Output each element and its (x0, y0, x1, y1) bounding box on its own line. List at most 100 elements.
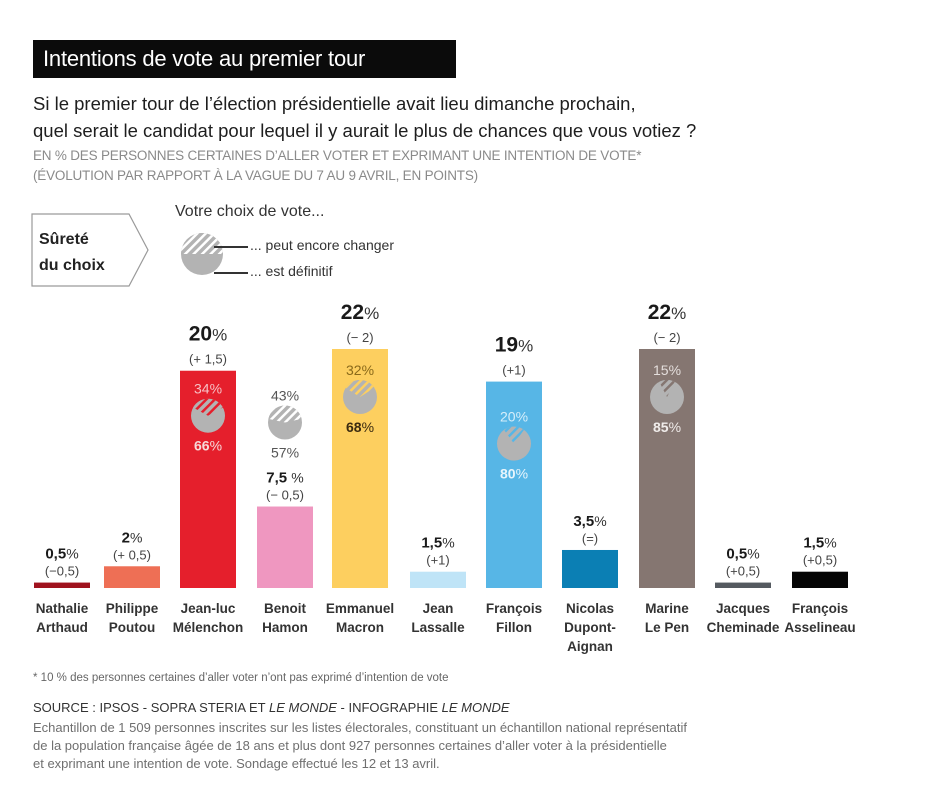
candidate-name-line-2: Asselineau (784, 620, 855, 635)
candidate-name-line-1: Emmanuel (326, 601, 394, 616)
candidate-name-line-2: Mélenchon (173, 620, 244, 635)
methodology-line-2: de la population française âgée de 18 an… (33, 738, 667, 753)
changeable-percent-label: 20% (500, 409, 528, 425)
bar (104, 566, 160, 588)
candidate-name-line-1: Marine (645, 601, 689, 616)
pie-changeable-slice (268, 405, 302, 423)
value-label: 0,5% (726, 546, 759, 563)
candidate-name-line-3: Aignan (567, 639, 613, 654)
change-label: (+0,5) (726, 564, 760, 579)
candidate-bar-group: 22% (− 2) Emmanuel Macron 32% 68% (326, 301, 394, 635)
pie-changeable-slice (345, 379, 375, 397)
candidate-bar-group: 2%(+ 0,5) Philippe Poutou (104, 529, 160, 635)
value-label: 20% (189, 323, 227, 346)
bar (410, 571, 466, 588)
value-label: 0,5% (45, 546, 78, 563)
source-publication-1: LE MONDE (269, 700, 337, 715)
chart-title: Intentions de vote au premier tour (43, 46, 366, 71)
changeable-percent-label: 43% (271, 388, 299, 404)
bar (34, 582, 90, 588)
value-label: 3,5% (573, 513, 606, 530)
change-label: (+ 0,5) (113, 547, 151, 562)
change-label: (+0,5) (803, 553, 837, 568)
definitive-percent-label: 85% (653, 419, 681, 435)
tag-line-1: Sûreté (39, 231, 89, 248)
tag-line-2: du choix (39, 257, 105, 274)
candidate-name-line-1: Jean-luc (181, 601, 236, 616)
change-label: (+1) (502, 363, 525, 378)
candidate-name-line-1: Jacques (716, 601, 770, 616)
candidate-name-line-2: Hamon (262, 620, 308, 635)
candidate-name-line-1: Nathalie (36, 601, 89, 616)
change-label: (=) (582, 531, 598, 546)
question: Si le premier tour de l’élection préside… (33, 90, 893, 144)
candidate-name-line-1: Jean (423, 601, 454, 616)
value-label: 19% (495, 334, 533, 357)
source-credit: SOURCE : IPSOS - SOPRA STERIA ET LE MOND… (33, 700, 510, 715)
definitive-percent-label: 80% (500, 466, 528, 482)
candidate-bar-group: 19% (+1) François Fillon 20% 80% (486, 334, 542, 635)
bar (792, 571, 848, 588)
source-prefix: SOURCE : IPSOS - SOPRA STERIA ET (33, 700, 269, 715)
certainty-pie (650, 380, 684, 414)
candidate-name-line-1: Philippe (106, 601, 159, 616)
certainty-pie (191, 398, 225, 433)
subtitle: EN % DES PERSONNES CERTAINES D’ALLER VOT… (33, 146, 641, 186)
choice-certainty-tag: Sûreté du choix (31, 213, 151, 287)
value-label: 7,5 % (266, 470, 303, 487)
candidate-bar-group: 0,5%(−0,5) Nathalie Arthaud (34, 546, 90, 635)
definitive-percent-label: 66% (194, 438, 222, 454)
source-publication-2: LE MONDE (441, 700, 510, 715)
bar (257, 506, 313, 588)
candidate-name-line-1: Nicolas (566, 601, 614, 616)
candidate-bar-group: 1,5%(+0,5) François Asselineau (784, 535, 855, 635)
legend-leader-line-changeable (214, 246, 248, 248)
legend-heading: Votre choix de vote... (175, 203, 325, 220)
candidate-name-line-1: François (792, 601, 848, 616)
candidate-bar-group: 7,5 %(− 0,5) Benoit Hamon 43% 57% (257, 388, 313, 635)
candidate-bar-group: 3,5%(=) Nicolas Dupont- Aignan (562, 513, 618, 654)
certainty-pie (268, 405, 302, 440)
candidate-name-line-1: François (486, 601, 542, 616)
candidate-name-line-2: Arthaud (36, 620, 88, 635)
candidate-name-line-2: Lassalle (411, 620, 465, 635)
subtitle-line-1: EN % DES PERSONNES CERTAINES D’ALLER VOT… (33, 148, 642, 163)
pie-changeable-slice (193, 398, 223, 416)
question-line-1: Si le premier tour de l’élection préside… (33, 93, 636, 114)
candidate-name-line-1: Benoit (264, 601, 307, 616)
footnote: * 10 % des personnes certaines d’aller v… (33, 672, 449, 684)
change-label: (−0,5) (45, 564, 79, 579)
certainty-pie (497, 426, 531, 461)
source-middle: - INFOGRAPHIE (336, 700, 442, 715)
value-label: 2% (122, 529, 143, 546)
candidate-name-line-2: Fillon (496, 620, 532, 635)
change-label: (− 0,5) (266, 488, 304, 503)
legend-leader-line-definitive (214, 272, 248, 274)
legend-label-definitive: ... est définitif (250, 263, 333, 279)
changeable-percent-label: 34% (194, 381, 222, 397)
title-banner: Intentions de vote au premier tour (33, 40, 456, 78)
definitive-percent-label: 68% (346, 419, 374, 435)
change-label: (− 2) (653, 330, 680, 345)
question-line-2: quel serait le candidat pour lequel il y… (33, 120, 697, 141)
legend-label-changeable: ... peut encore changer (250, 237, 394, 253)
legend-pie-icon (181, 233, 223, 275)
changeable-percent-label: 32% (346, 362, 374, 378)
changeable-percent-label: 15% (653, 362, 681, 378)
change-label: (+1) (426, 553, 449, 568)
candidate-bar-group: 22% (− 2) Marine Le Pen 15% 85% (639, 301, 695, 635)
candidate-name-line-2: Le Pen (645, 620, 689, 635)
candidate-name-line-2: Dupont- (564, 620, 616, 635)
candidate-bar-group: 20% (+ 1,5) Jean-luc Mélenchon 34% 66% (173, 323, 244, 635)
change-label: (+ 1,5) (189, 352, 227, 367)
candidate-name-line-2: Macron (336, 620, 384, 635)
pie-changeable-slice (659, 380, 675, 397)
change-label: (− 2) (346, 330, 373, 345)
value-label: 22% (341, 301, 379, 324)
bar (562, 549, 618, 588)
bar (715, 582, 771, 588)
pie-changeable-slice (504, 426, 524, 444)
methodology-line-3: et exprimant une intention de vote. Sond… (33, 756, 440, 771)
candidate-bar-group: 1,5%(+1) Jean Lassalle (410, 535, 466, 635)
